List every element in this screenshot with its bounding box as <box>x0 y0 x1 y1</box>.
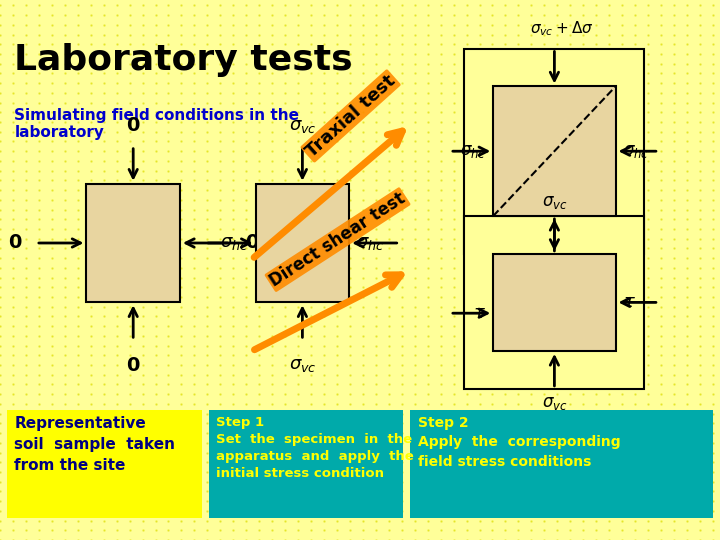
Text: Step 2
Apply  the  corresponding
field stress conditions: Step 2 Apply the corresponding field str… <box>418 416 620 469</box>
Text: 0: 0 <box>127 356 140 375</box>
Text: $\sigma_{hc}$: $\sigma_{hc}$ <box>623 142 649 160</box>
Text: Direct shear test: Direct shear test <box>266 189 409 290</box>
Text: 0: 0 <box>8 233 22 253</box>
Text: 0: 0 <box>127 116 140 135</box>
Text: $\tau$: $\tau$ <box>473 304 486 322</box>
Text: Laboratory tests: Laboratory tests <box>14 43 353 77</box>
Bar <box>256 184 349 302</box>
Bar <box>464 49 644 254</box>
Text: Simulating field conditions in the
laboratory: Simulating field conditions in the labor… <box>14 108 300 140</box>
Bar <box>493 86 616 216</box>
Text: $\sigma_{vc}$: $\sigma_{vc}$ <box>541 394 567 412</box>
Text: $\sigma_{vc}$: $\sigma_{vc}$ <box>541 193 567 211</box>
Bar <box>209 410 403 518</box>
Text: $\sigma_{vc}$: $\sigma_{vc}$ <box>289 356 316 374</box>
Text: $\sigma_{vc}+\Delta\sigma$: $\sigma_{vc}+\Delta\sigma$ <box>530 265 593 284</box>
Bar <box>86 184 180 302</box>
Text: $\sigma_{vc}$: $\sigma_{vc}$ <box>289 117 316 135</box>
Bar <box>410 410 713 518</box>
Text: Step 1
Set  the  specimen  in  the
apparatus  and  apply  the
initial stress con: Step 1 Set the specimen in the apparatus… <box>216 416 414 480</box>
Bar <box>7 410 202 518</box>
Text: 0: 0 <box>245 233 258 253</box>
Text: Representative
soil  sample  taken
from the site: Representative soil sample taken from th… <box>14 416 176 473</box>
Bar <box>493 254 616 351</box>
Text: $\sigma_{hc}$: $\sigma_{hc}$ <box>460 142 486 160</box>
Text: $\sigma_{hc}$: $\sigma_{hc}$ <box>356 234 384 252</box>
Bar <box>464 216 644 389</box>
Text: Traxial test: Traxial test <box>302 71 399 160</box>
Text: $\tau$: $\tau$ <box>623 293 636 312</box>
Text: $\sigma_{vc}+\Delta\sigma$: $\sigma_{vc}+\Delta\sigma$ <box>530 19 593 38</box>
Text: $\sigma_{hc}$: $\sigma_{hc}$ <box>220 234 248 252</box>
